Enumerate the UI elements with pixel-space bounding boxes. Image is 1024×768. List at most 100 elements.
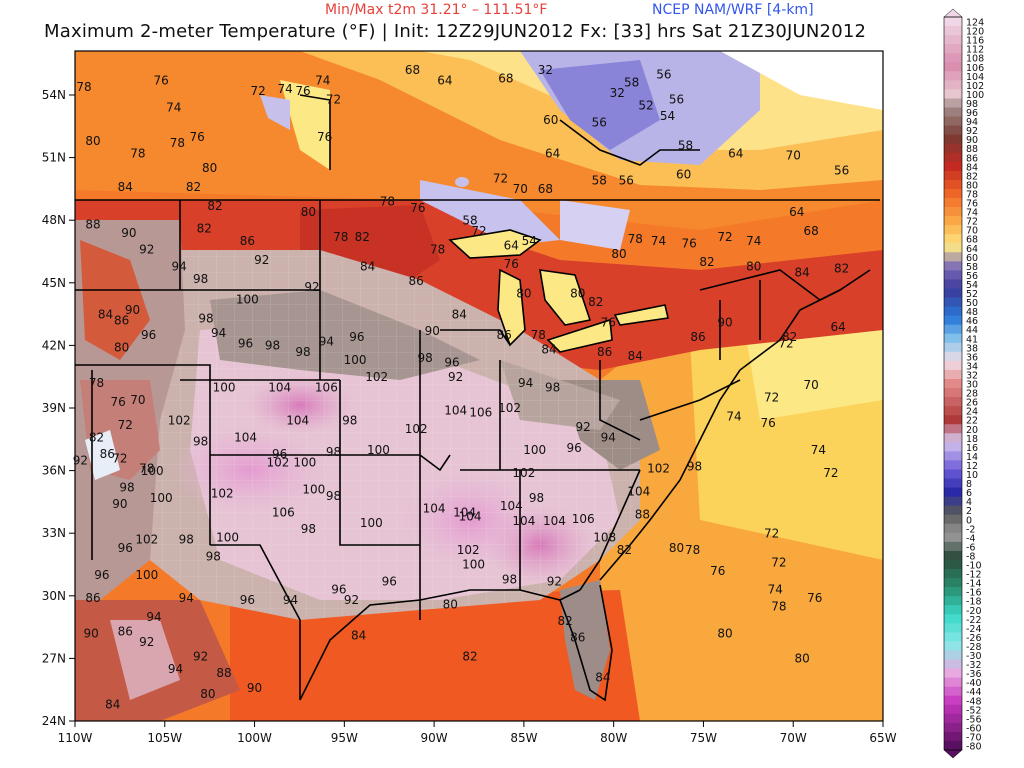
temperature-label: 68 xyxy=(804,224,819,238)
temperature-label: 102 xyxy=(498,401,521,415)
temperature-label: 92 xyxy=(73,453,88,467)
temperature-label: 76 xyxy=(410,201,425,215)
colorbar-swatch xyxy=(944,188,962,199)
colorbar-label: 26 xyxy=(966,398,978,409)
colorbar-label: -28 xyxy=(966,642,982,653)
temperature-label: 70 xyxy=(130,393,145,407)
lat-tick-label: 30N xyxy=(42,589,66,603)
temperature-label: 76 xyxy=(760,416,775,430)
colorbar-label: 32 xyxy=(966,370,978,381)
temperature-label: 102 xyxy=(457,543,480,557)
colorbar-swatch xyxy=(944,216,962,226)
colorbar-label: 0 xyxy=(966,515,972,526)
temperature-label: 86 xyxy=(114,314,129,328)
temperature-label: 90 xyxy=(112,497,127,511)
colorbar-label: 104 xyxy=(966,72,984,83)
colorbar-label: 64 xyxy=(966,244,978,255)
temperature-label: 100 xyxy=(523,443,546,457)
temperature-label: 100 xyxy=(236,293,259,307)
colorbar-bottom-arrow xyxy=(943,749,963,759)
colorbar-swatch xyxy=(944,686,962,697)
temperature-label: 104 xyxy=(543,514,566,528)
lon-tick-label: 105W xyxy=(147,731,182,745)
temperature-label: 94 xyxy=(518,376,533,390)
colorbar-label: 84 xyxy=(966,162,978,173)
temperature-label: 58 xyxy=(624,76,639,90)
colorbar-label: -56 xyxy=(966,714,982,725)
temperature-label: 76 xyxy=(317,130,332,144)
colorbar-swatch xyxy=(944,170,962,181)
colorbar-label: -4 xyxy=(966,533,975,544)
colorbar-label: 52 xyxy=(966,289,978,300)
colorbar-label: 92 xyxy=(966,126,978,137)
colorbar-swatch xyxy=(944,297,962,308)
temperature-label: 82 xyxy=(186,180,201,194)
colorbar-label: 112 xyxy=(966,45,984,56)
temperature-label: 92 xyxy=(139,635,154,649)
colorbar-label: 102 xyxy=(966,81,984,92)
temperature-label: 72 xyxy=(764,391,779,405)
colorbar-swatch xyxy=(944,550,962,561)
temperature-label: 72 xyxy=(112,451,127,465)
temperature-label: 104 xyxy=(512,514,535,528)
colorbar-label: -52 xyxy=(966,705,982,716)
colorbar-swatch xyxy=(944,433,962,443)
temperature-label: 88 xyxy=(85,218,100,232)
colorbar-label: 38 xyxy=(966,343,978,354)
temperature-label: 94 xyxy=(319,334,334,348)
colorbar-label: 78 xyxy=(966,189,978,200)
colorbar-swatch xyxy=(944,496,962,507)
colorbar-swatch xyxy=(944,44,962,54)
colorbar-swatch xyxy=(944,632,962,642)
colorbar-label: -2 xyxy=(966,524,975,535)
temperature-label: 64 xyxy=(545,147,560,161)
colorbar-swatch xyxy=(944,487,962,498)
temperature-label: 84 xyxy=(98,307,113,321)
temperature-label: 86 xyxy=(690,330,705,344)
temperature-label: 78 xyxy=(771,599,786,613)
temperature-label: 96 xyxy=(238,336,253,350)
colorbar-swatch xyxy=(944,324,962,335)
lon-tick-label: 80W xyxy=(600,731,627,745)
colorbar-swatch xyxy=(944,161,962,172)
colorbar-swatch xyxy=(944,125,962,136)
colorbar-swatch xyxy=(944,116,962,127)
temperature-label: 104 xyxy=(286,414,309,428)
temperature-label: 76 xyxy=(295,84,310,98)
temperature-label: 86 xyxy=(85,591,100,605)
temperature-label: 70 xyxy=(513,182,528,196)
colorbar-label: -48 xyxy=(966,696,982,707)
temperature-label: 98 xyxy=(301,522,316,536)
temperature-label: 56 xyxy=(656,67,671,81)
temperature-label: 80 xyxy=(717,627,732,641)
colorbar-label: -14 xyxy=(966,579,982,590)
temperature-label: 90 xyxy=(84,627,99,641)
temperature-label: 102 xyxy=(647,462,670,476)
temperature-label: 106 xyxy=(272,506,295,520)
colorbar-swatch xyxy=(944,243,962,253)
colorbar-label: 80 xyxy=(966,180,978,191)
temperature-label: 96 xyxy=(94,568,109,582)
colorbar-label: 106 xyxy=(966,63,984,74)
temperature-label: 64 xyxy=(830,320,845,334)
temperature-label: 92 xyxy=(344,593,359,607)
temperature-label: 82 xyxy=(834,261,849,275)
temperature-label: 102 xyxy=(405,422,428,436)
colorbar-label: 98 xyxy=(966,99,978,110)
colorbar-label: 14 xyxy=(966,452,978,463)
colorbar-swatch xyxy=(944,134,962,145)
temperature-label: 100 xyxy=(141,464,164,478)
colorbar-swatch xyxy=(944,80,962,90)
temperature-label: 92 xyxy=(139,243,154,257)
colorbar-swatch xyxy=(944,351,962,362)
colorbar-label: 90 xyxy=(966,135,978,146)
colorbar-label: 76 xyxy=(966,199,978,210)
temperature-label: 76 xyxy=(154,74,169,88)
temperature-label: 98 xyxy=(206,549,221,563)
colorbar-label: 70 xyxy=(966,226,978,237)
colorbar-swatch xyxy=(944,279,962,289)
temperature-label: 80 xyxy=(301,205,316,219)
lat-tick-label: 54N xyxy=(42,88,66,102)
